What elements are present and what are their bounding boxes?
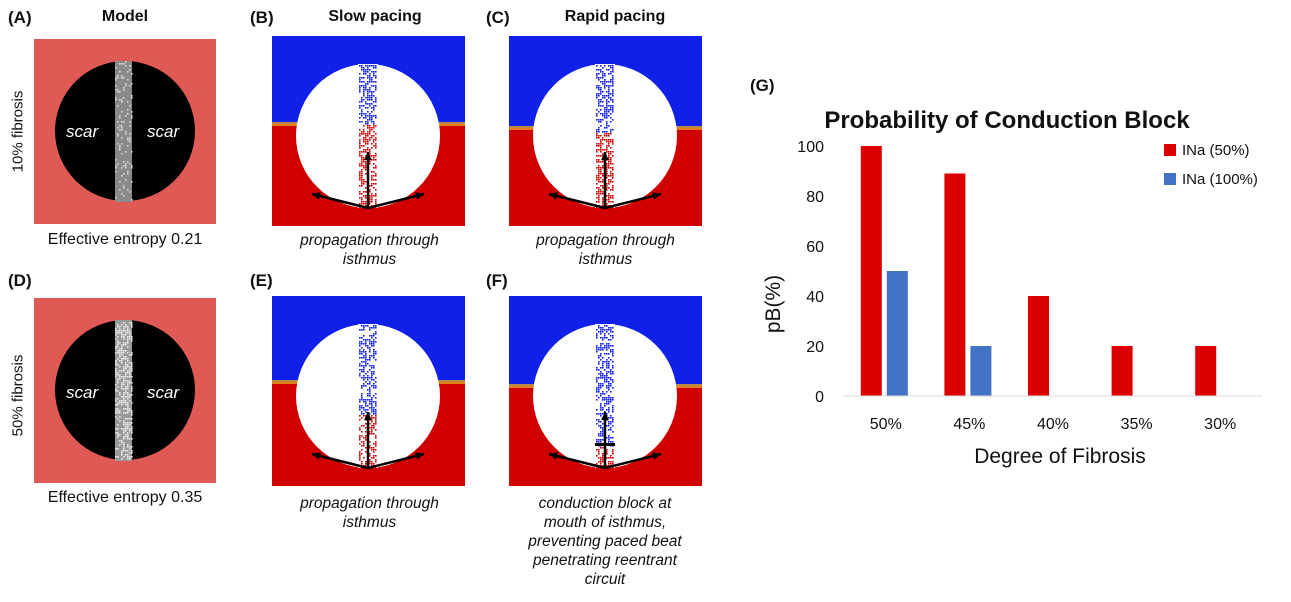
bar-ina-50 [1111, 346, 1133, 396]
caption-f-line2: mouth of isthmus, [543, 514, 667, 531]
conduction-block-chart: Probability of Conduction Block pB(%) De… [762, 107, 1262, 468]
caption-c-line1: propagation through [536, 232, 675, 249]
x-tick-label: 40% [1037, 416, 1069, 433]
bar-ina-50 [944, 173, 966, 396]
scar-label-right: scar [147, 383, 180, 402]
y-tick-label: 40 [806, 289, 824, 306]
effective-entropy-bottom: Effective entropy 0.35 [47, 489, 203, 506]
legend-label: INa (50%) [1182, 142, 1250, 159]
x-tick-label: 45% [953, 416, 985, 433]
legend-label: INa (100%) [1182, 171, 1258, 188]
x-tick-label: 30% [1204, 416, 1236, 433]
panel-label-b: (B) [250, 8, 274, 27]
column-title-rapid-pacing: Rapid pacing [564, 8, 666, 25]
caption-f-line1: conduction block at [538, 495, 672, 512]
caption-f-line3: preventing paced beat [528, 533, 682, 550]
y-tick-label: 60 [806, 239, 824, 256]
y-tick-label: 100 [797, 139, 824, 156]
simulation-panel-c [509, 36, 702, 226]
scar-label-left: scar [66, 383, 99, 402]
bar-ina-100 [970, 346, 992, 396]
y-axis-label: pB(%) [762, 275, 785, 333]
panel-label-a: (A) [8, 8, 32, 27]
y-tick-label: 0 [815, 389, 824, 406]
caption-b-line2: isthmus [342, 251, 397, 268]
x-axis-label: Degree of Fibrosis [974, 445, 1146, 468]
caption-f-line4: penetrating reentrant [533, 552, 677, 569]
bar-ina-50 [1028, 296, 1049, 396]
y-tick-label: 80 [806, 189, 824, 206]
bar-ina-50 [860, 146, 882, 396]
caption-c-line2: isthmus [578, 251, 633, 268]
x-tick-label: 35% [1121, 416, 1153, 433]
panel-label-d: (D) [8, 271, 32, 290]
legend-swatch [1164, 144, 1176, 156]
chart-legend: INa (50%) INa (100%) [1164, 142, 1258, 188]
caption-f-line5: circuit [584, 571, 626, 588]
bar-ina-100 [886, 271, 908, 396]
column-title-model: Model [101, 8, 149, 25]
legend-swatch [1164, 173, 1176, 185]
model-panel-a [34, 39, 216, 224]
caption-e-line1: propagation through [300, 495, 439, 512]
panel-label-e: (E) [250, 271, 273, 290]
simulation-panel-f [509, 296, 702, 486]
bar-ina-50 [1195, 346, 1217, 396]
scar-label-right: scar [147, 122, 180, 141]
simulation-panel-e [272, 296, 465, 486]
row-label-10-fibrosis: 10% fibrosis [9, 90, 27, 173]
panel-label-c: (C) [486, 8, 510, 27]
effective-entropy-top: Effective entropy 0.21 [47, 231, 203, 248]
column-title-slow-pacing: Slow pacing [328, 8, 422, 25]
model-panel-d [34, 298, 216, 483]
caption-b-line1: propagation through [300, 232, 439, 249]
simulation-panel-b [272, 36, 465, 226]
panel-label-g: (G) [750, 76, 775, 95]
row-label-50-fibrosis: 50% fibrosis [9, 354, 27, 437]
chart-title: Probability of Conduction Block [824, 107, 1190, 134]
isthmus-channel [115, 61, 132, 202]
x-tick-label: 50% [870, 416, 902, 433]
panel-label-f: (F) [486, 271, 508, 290]
scar-label-left: scar [66, 122, 99, 141]
y-tick-label: 20 [806, 339, 824, 356]
caption-e-line2: isthmus [342, 514, 397, 531]
